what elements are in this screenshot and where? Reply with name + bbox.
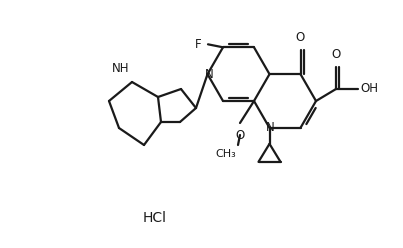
Text: N: N [266, 121, 275, 134]
Text: OH: OH [360, 83, 378, 95]
Text: NH: NH [112, 62, 129, 75]
Text: N: N [205, 68, 214, 81]
Text: O: O [235, 129, 245, 142]
Text: O: O [331, 48, 341, 61]
Text: F: F [195, 38, 202, 51]
Text: HCl: HCl [143, 211, 167, 225]
Text: O: O [296, 31, 305, 44]
Text: CH₃: CH₃ [215, 149, 236, 159]
